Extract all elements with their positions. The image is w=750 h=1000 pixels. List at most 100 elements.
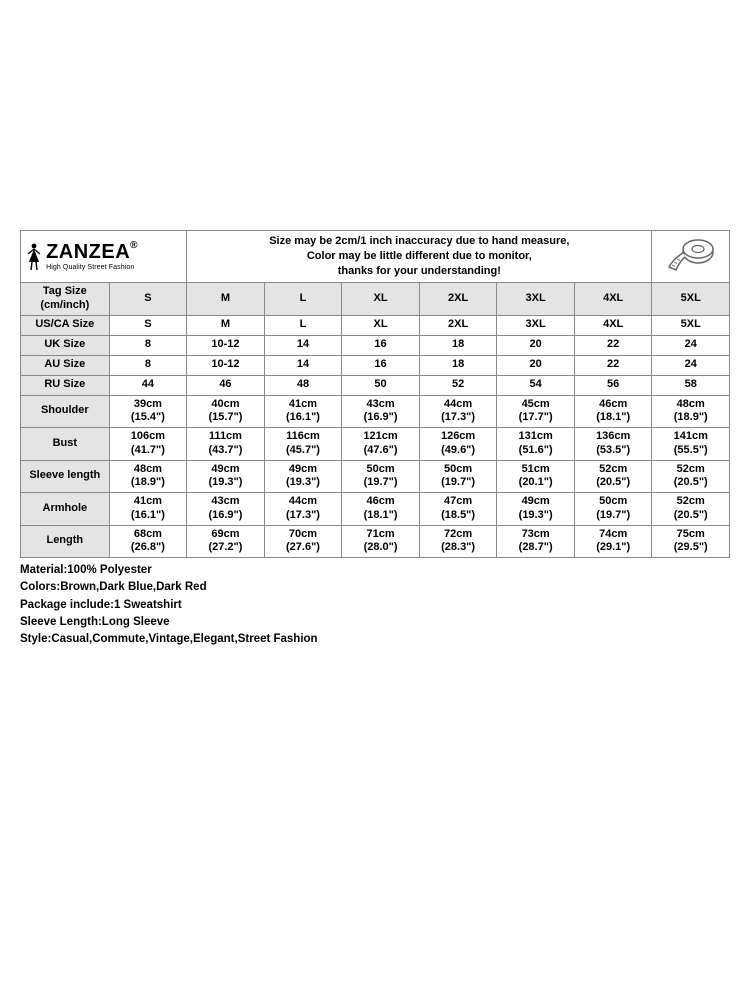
cell: 49cm(19.3") <box>187 460 265 493</box>
cell: 22 <box>574 335 652 355</box>
row-label: RU Size <box>21 375 110 395</box>
cell: 51cm(20.1") <box>497 460 575 493</box>
cell: 8 <box>109 355 187 375</box>
cell: 40cm(15.7") <box>187 395 265 428</box>
cell: 52cm(20.5") <box>652 493 730 526</box>
cell: 14 <box>264 335 342 355</box>
cell: 44cm(17.3") <box>264 493 342 526</box>
cell: 70cm(27.6") <box>264 525 342 558</box>
cell: 41cm(16.1") <box>264 395 342 428</box>
size-chart-table: ZANZEA® High Quality Street Fashion Size… <box>20 230 730 558</box>
col-h-5: 3XL <box>497 283 575 316</box>
detail-line: Package include:1 Sweatshirt <box>20 597 730 614</box>
cell: 46cm(18.1") <box>574 395 652 428</box>
cell: 52cm(20.5") <box>652 460 730 493</box>
cell: 121cm(47.6") <box>342 428 420 461</box>
product-details: Material:100% PolyesterColors:Brown,Dark… <box>20 562 730 648</box>
brand-name: ZANZEA® <box>46 240 138 265</box>
size-chart-page: ZANZEA® High Quality Street Fashion Size… <box>0 0 750 1000</box>
cell: 131cm(51.6") <box>497 428 575 461</box>
cell: 39cm(15.4") <box>109 395 187 428</box>
row-label: Length <box>21 525 110 558</box>
cell: 52 <box>419 375 497 395</box>
cell: 106cm(41.7") <box>109 428 187 461</box>
table-row: US/CA SizeSMLXL2XL3XL4XL5XL <box>21 315 730 335</box>
cell: 46 <box>187 375 265 395</box>
cell: 49cm(19.3") <box>264 460 342 493</box>
cell: 58 <box>652 375 730 395</box>
row-label: US/CA Size <box>21 315 110 335</box>
cell: 44 <box>109 375 187 395</box>
cell: 71cm(28.0") <box>342 525 420 558</box>
cell: 48cm(18.9") <box>109 460 187 493</box>
detail-line: Material:100% Polyester <box>20 562 730 579</box>
cell: 50cm(19.7") <box>342 460 420 493</box>
cell: L <box>264 315 342 335</box>
cell: 47cm(18.5") <box>419 493 497 526</box>
cell: 10-12 <box>187 355 265 375</box>
cell: 20 <box>497 335 575 355</box>
cell: 8 <box>109 335 187 355</box>
cell: 75cm(29.5") <box>652 525 730 558</box>
table-row: Bust106cm(41.7")111cm(43.7")116cm(45.7")… <box>21 428 730 461</box>
cell: 18 <box>419 355 497 375</box>
cell: 20 <box>497 355 575 375</box>
cell: 111cm(43.7") <box>187 428 265 461</box>
col-h-1: M <box>187 283 265 316</box>
cell: 24 <box>652 335 730 355</box>
cell: 141cm(55.5") <box>652 428 730 461</box>
cell: 45cm(17.7") <box>497 395 575 428</box>
cell: 2XL <box>419 315 497 335</box>
note-cell: Size may be 2cm/1 inch inaccuracy due to… <box>187 231 652 283</box>
cell: 136cm(53.5") <box>574 428 652 461</box>
cell: 24 <box>652 355 730 375</box>
cell: 22 <box>574 355 652 375</box>
cell: 48 <box>264 375 342 395</box>
col-h-0: S <box>109 283 187 316</box>
cell: 10-12 <box>187 335 265 355</box>
detail-line: Colors:Brown,Dark Blue,Dark Red <box>20 579 730 596</box>
col-h-2: L <box>264 283 342 316</box>
table-row: Length68cm(26.8")69cm(27.2")70cm(27.6")7… <box>21 525 730 558</box>
cell: 56 <box>574 375 652 395</box>
row-label: Sleeve length <box>21 460 110 493</box>
cell: M <box>187 315 265 335</box>
cell: 50cm(19.7") <box>419 460 497 493</box>
cell: 43cm(16.9") <box>342 395 420 428</box>
col-h-3: XL <box>342 283 420 316</box>
cell: 50cm(19.7") <box>574 493 652 526</box>
cell: 16 <box>342 335 420 355</box>
table-row: Sleeve length48cm(18.9")49cm(19.3")49cm(… <box>21 460 730 493</box>
cell: 44cm(17.3") <box>419 395 497 428</box>
detail-line: Style:Casual,Commute,Vintage,Elegant,Str… <box>20 631 730 648</box>
cell: 50 <box>342 375 420 395</box>
cell: 49cm(19.3") <box>497 493 575 526</box>
cell: 5XL <box>652 315 730 335</box>
cell: 69cm(27.2") <box>187 525 265 558</box>
cell: 18 <box>419 335 497 355</box>
cell: 126cm(49.6") <box>419 428 497 461</box>
header-label: Tag Size(cm/inch) <box>21 283 110 316</box>
row-label: Armhole <box>21 493 110 526</box>
cell: 43cm(16.9") <box>187 493 265 526</box>
col-h-7: 5XL <box>652 283 730 316</box>
cell: 3XL <box>497 315 575 335</box>
cell: 72cm(28.3") <box>419 525 497 558</box>
cell: S <box>109 315 187 335</box>
row-label: Bust <box>21 428 110 461</box>
cell: 14 <box>264 355 342 375</box>
cell: 73cm(28.7") <box>497 525 575 558</box>
table-row: Shoulder39cm(15.4")40cm(15.7")41cm(16.1"… <box>21 395 730 428</box>
col-h-6: 4XL <box>574 283 652 316</box>
cell: 48cm(18.9") <box>652 395 730 428</box>
brand-figure-icon <box>27 242 41 272</box>
row-label: AU Size <box>21 355 110 375</box>
tape-cell <box>652 231 730 283</box>
cell: 74cm(29.1") <box>574 525 652 558</box>
brand-note-row: ZANZEA® High Quality Street Fashion Size… <box>21 231 730 283</box>
table-row: UK Size810-12141618202224 <box>21 335 730 355</box>
cell: 16 <box>342 355 420 375</box>
table-row: Armhole41cm(16.1")43cm(16.9")44cm(17.3")… <box>21 493 730 526</box>
cell: 68cm(26.8") <box>109 525 187 558</box>
brand-tagline: High Quality Street Fashion <box>46 264 138 273</box>
